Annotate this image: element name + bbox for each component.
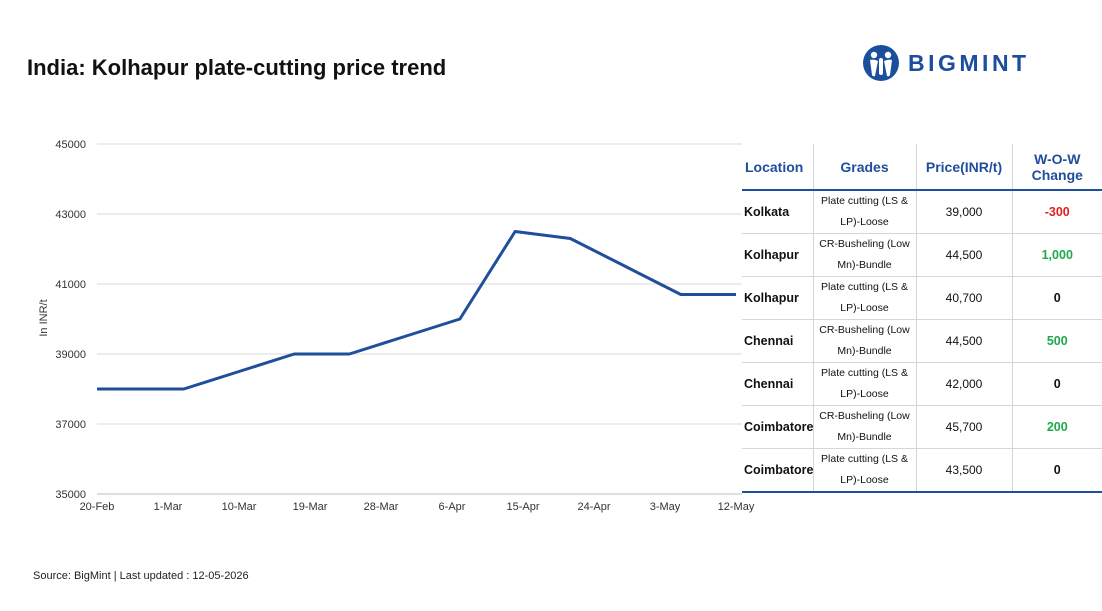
x-tick-labels: 20-Feb 1-Mar 10-Mar 19-Mar 28-Mar 6-Apr 15-Apr… <box>80 501 755 513</box>
x-tick-label: 24-Apr <box>577 501 610 513</box>
cell-location: Kolkata <box>742 190 813 234</box>
price-table: Location Grades Price(INR/t) W-O-W Chang… <box>742 144 1102 493</box>
cell-grade: Plate cutting (LS & LP)-Loose <box>812 448 916 493</box>
cell-price: 43,500 <box>915 448 1012 493</box>
source-note: Source: BigMint | Last updated : 12-05-2… <box>33 570 249 582</box>
series-line <box>97 230 736 391</box>
x-tick-label: 20-Feb <box>80 501 115 513</box>
x-tick-label: 6-Apr <box>439 501 466 513</box>
cell-location: Coimbatore <box>742 448 813 493</box>
cell-price: 44,500 <box>915 319 1012 363</box>
table-row: Coimbatore CR-Busheling (Low Mn)-Bundle 45… <box>742 405 1102 449</box>
cell-location: Kolhapur <box>742 233 813 277</box>
cell-location: Chennai <box>742 362 813 406</box>
table-row: Chennai CR-Busheling (Low Mn)-Bundle 44,50… <box>742 319 1102 363</box>
table-row: Chennai Plate cutting (LS & LP)-Loose 42,0… <box>742 362 1102 406</box>
cell-grade: CR-Busheling (Low Mn)-Bundle <box>812 233 916 277</box>
x-tick-label: 12-May <box>718 501 755 513</box>
cell-price: 39,000 <box>915 190 1012 234</box>
cell-grade: Plate cutting (LS & LP)-Loose <box>812 190 916 234</box>
x-tick-label: 1-Mar <box>154 501 183 513</box>
x-tick-label: 19-Mar <box>293 501 328 513</box>
cell-location: Chennai <box>742 319 813 363</box>
header-location: Location <box>742 144 813 191</box>
cell-change: 1,000 <box>1011 233 1102 277</box>
bigmint-logo-text: BIGMINT <box>908 49 1030 76</box>
cell-price: 44,500 <box>915 233 1012 277</box>
cell-change: 0 <box>1011 448 1102 493</box>
x-tick-label: 28-Mar <box>364 501 399 513</box>
y-tick-label: 41000 <box>55 279 86 291</box>
table-row: Kolhapur Plate cutting (LS & LP)-Loose 40,… <box>742 276 1102 320</box>
cell-change: -300 <box>1011 190 1102 234</box>
x-tick-label: 3-May <box>650 501 681 513</box>
cell-location: Kolhapur <box>742 276 813 320</box>
cell-change: 500 <box>1011 319 1102 363</box>
cell-location: Coimbatore <box>742 405 813 449</box>
cell-price: 40,700 <box>915 276 1012 320</box>
y-tick-label: 35000 <box>55 489 86 501</box>
x-tick-label: 10-Mar <box>222 501 257 513</box>
table-row: Kolkata Plate cutting (LS & LP)-Loose 39,0… <box>742 190 1102 234</box>
y-tick-label: 39000 <box>55 349 86 361</box>
x-tick-label: 15-Apr <box>506 501 539 513</box>
y-tick-label: 43000 <box>55 209 86 221</box>
y-axis-label: In INR/t <box>38 299 50 336</box>
header-price: Price(INR/t) <box>915 144 1012 191</box>
header-wow-change: W-O-W Change <box>1011 144 1102 191</box>
y-tick-label: 37000 <box>55 419 86 431</box>
cell-grade: Plate cutting (LS & LP)-Loose <box>812 362 916 406</box>
grid-lines <box>97 143 742 495</box>
cell-change: 0 <box>1011 362 1102 406</box>
table-header-row: Location Grades Price(INR/t) W-O-W Chang… <box>742 144 1102 191</box>
cell-change: 0 <box>1011 276 1102 320</box>
cell-price: 42,000 <box>915 362 1012 406</box>
cell-grade: CR-Busheling (Low Mn)-Bundle <box>812 405 916 449</box>
cell-change: 200 <box>1011 405 1102 449</box>
table-row: Kolhapur CR-Busheling (Low Mn)-Bundle 44,5… <box>742 233 1102 277</box>
table-row: Coimbatore Plate cutting (LS & LP)-Loose 4… <box>742 448 1102 493</box>
page-title: India: Kolhapur plate-cutting price tren… <box>27 55 447 80</box>
bigmint-logo: BIGMINT <box>862 43 1030 83</box>
bigmint-logo-icon <box>863 45 899 81</box>
y-tick-label: 45000 <box>55 139 86 151</box>
cell-grade: CR-Busheling (Low Mn)-Bundle <box>812 319 916 363</box>
cell-grade: Plate cutting (LS & LP)-Loose <box>812 276 916 320</box>
header-grades: Grades <box>812 144 916 191</box>
y-tick-labels: 35000 37000 39000 41000 43000 45000 <box>55 139 86 501</box>
cell-price: 45,700 <box>915 405 1012 449</box>
